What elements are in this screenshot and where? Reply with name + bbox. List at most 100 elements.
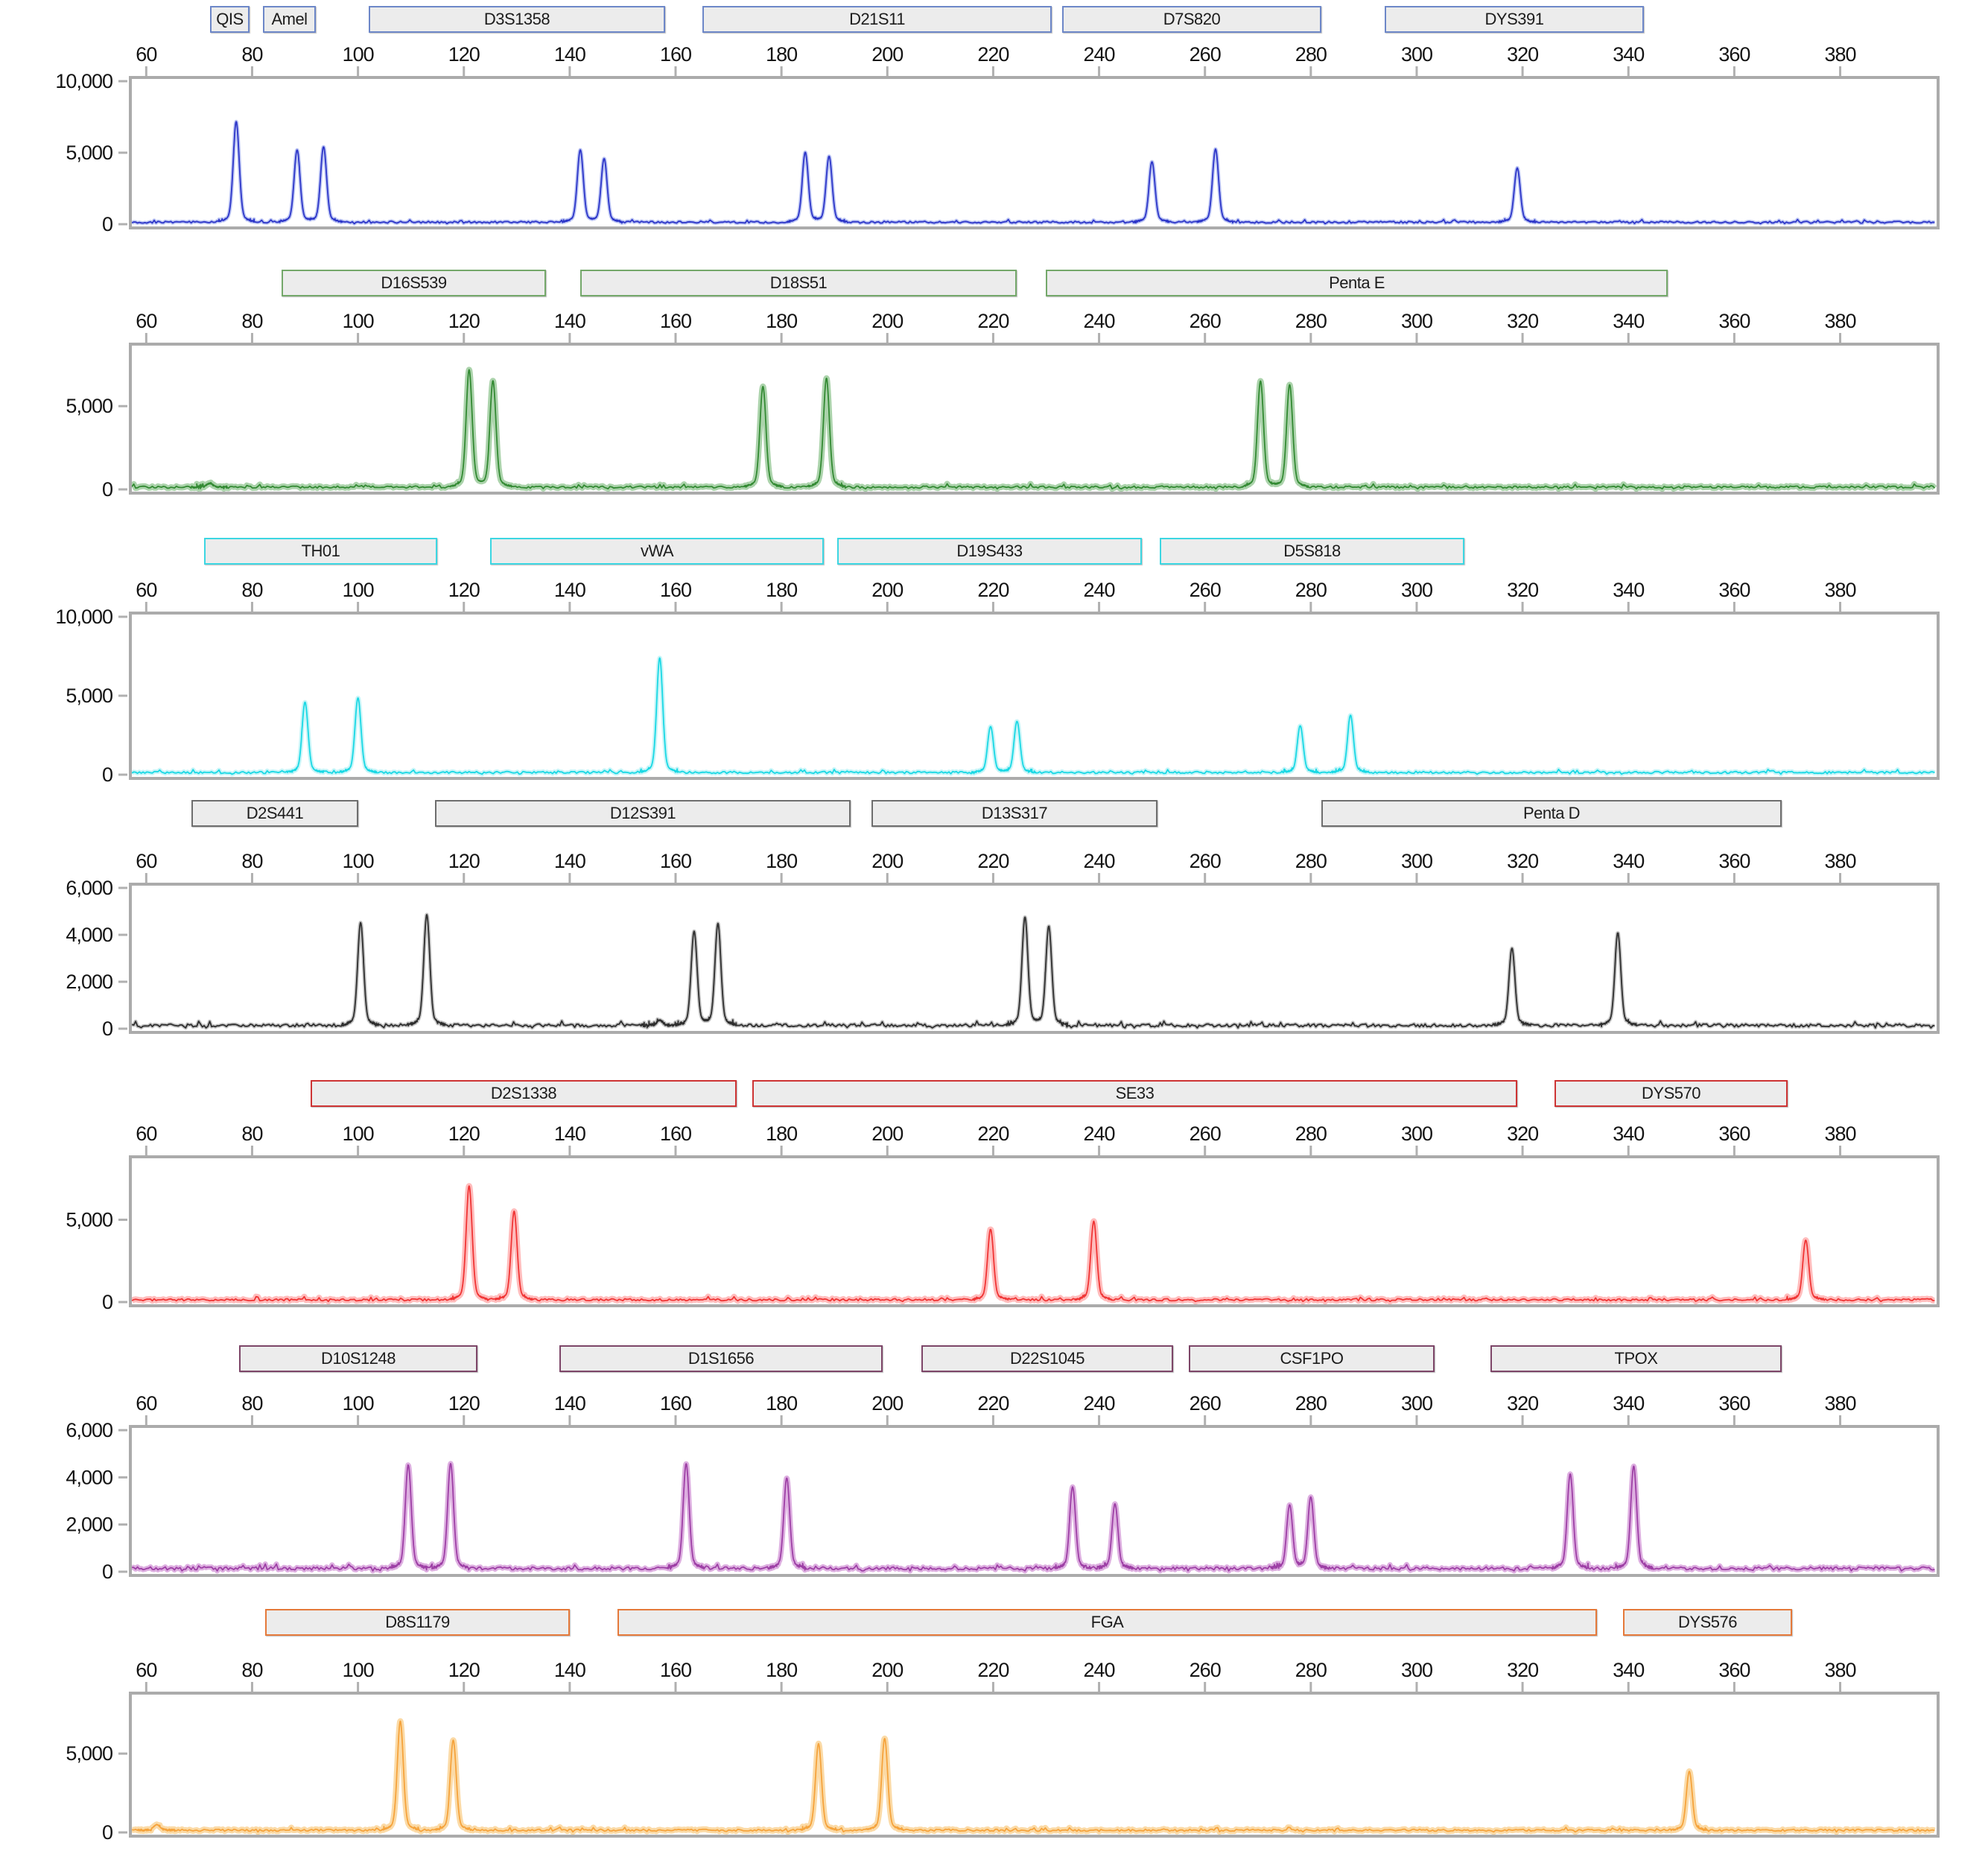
marker-label-D7S820: D7S820 bbox=[1062, 6, 1321, 33]
x-tick-label: 180 bbox=[766, 1392, 797, 1415]
x-tick-label: 240 bbox=[1084, 850, 1115, 872]
x-tick-label: 60 bbox=[136, 579, 156, 601]
x-tick-label: 360 bbox=[1718, 850, 1750, 872]
x-tick-label: 300 bbox=[1401, 1123, 1432, 1145]
x-tick-label: 340 bbox=[1613, 1123, 1644, 1145]
x-tick-label: 100 bbox=[343, 579, 374, 601]
trace-line-purple bbox=[132, 1462, 1935, 1572]
x-tick-label: 220 bbox=[977, 1392, 1009, 1415]
panel-blue: 60 80 100 120 140 160 180 200 220 240 260 280 300 320… bbox=[55, 43, 1940, 235]
x-tick-label: 240 bbox=[1084, 1659, 1115, 1681]
x-tick-label: 180 bbox=[766, 850, 797, 872]
marker-label-TH01: TH01 bbox=[204, 538, 437, 565]
plot-area bbox=[130, 77, 1938, 228]
y-tick-label: 0 bbox=[102, 1561, 112, 1583]
x-tick-label: 160 bbox=[660, 850, 691, 872]
x-tick-label: 100 bbox=[343, 1123, 374, 1145]
plot-area bbox=[130, 884, 1938, 1032]
y-tick-label: 5,000 bbox=[66, 395, 112, 417]
x-tick-label: 260 bbox=[1190, 1659, 1221, 1681]
x-tick-label: 140 bbox=[554, 1392, 585, 1415]
x-tick-label: 180 bbox=[766, 43, 797, 66]
x-tick-label: 320 bbox=[1507, 579, 1538, 601]
y-tick-label: 6,000 bbox=[66, 1419, 112, 1441]
x-tick-label: 220 bbox=[977, 310, 1009, 332]
plot-area bbox=[130, 1157, 1938, 1306]
plot-border bbox=[129, 612, 1940, 780]
x-tick-label: 360 bbox=[1718, 43, 1750, 66]
plot-border bbox=[129, 883, 1940, 1034]
x-tick-label: 80 bbox=[241, 310, 262, 332]
x-tick-label: 320 bbox=[1507, 1392, 1538, 1415]
marker-label-DYS391: DYS391 bbox=[1385, 6, 1644, 33]
x-tick-label: 180 bbox=[766, 1123, 797, 1145]
y-tick-label: 6,000 bbox=[66, 877, 112, 899]
x-tick-label: 300 bbox=[1401, 1392, 1432, 1415]
panel-orange: 60 80 100 120 140 160 180 200 220 240 260 280 300 320… bbox=[66, 1659, 1940, 1844]
x-tick-label: 300 bbox=[1401, 43, 1432, 66]
marker-label-D18S51: D18S51 bbox=[580, 270, 1017, 296]
x-tick-label: 320 bbox=[1507, 850, 1538, 872]
x-tick-label: 320 bbox=[1507, 1123, 1538, 1145]
x-tick-label: 220 bbox=[977, 579, 1009, 601]
plot-border bbox=[129, 1692, 1940, 1838]
x-tick-label: 260 bbox=[1190, 850, 1221, 872]
marker-label-D19S433: D19S433 bbox=[837, 538, 1142, 565]
x-tick-label: 60 bbox=[136, 850, 156, 872]
x-tick-label: 380 bbox=[1824, 1392, 1855, 1415]
y-tick-label: 0 bbox=[102, 764, 112, 786]
x-tick-label: 360 bbox=[1718, 1392, 1750, 1415]
y-tick-label: 5,000 bbox=[66, 1209, 112, 1231]
x-tick-label: 200 bbox=[871, 579, 903, 601]
marker-label-SE33: SE33 bbox=[752, 1080, 1517, 1107]
y-tick-label: 5,000 bbox=[66, 142, 112, 164]
x-tick-label: 340 bbox=[1613, 43, 1644, 66]
panel-red: 60 80 100 120 140 160 180 200 220 240 260 280 300 320… bbox=[66, 1123, 1940, 1313]
marker-label-D8S1179: D8S1179 bbox=[265, 1609, 570, 1636]
x-tick-label: 140 bbox=[554, 1123, 585, 1145]
y-tick-label: 5,000 bbox=[66, 685, 112, 707]
y-tick-label: 4,000 bbox=[66, 924, 112, 946]
x-tick-label: 220 bbox=[977, 1659, 1009, 1681]
x-tick-label: 160 bbox=[660, 1392, 691, 1415]
y-tick-label: 10,000 bbox=[55, 606, 112, 628]
x-tick-label: 220 bbox=[977, 1123, 1009, 1145]
x-tick-label: 60 bbox=[136, 310, 156, 332]
x-tick-label: 240 bbox=[1084, 1123, 1115, 1145]
marker-label-D3S1358: D3S1358 bbox=[369, 6, 665, 33]
trace-line-cyan bbox=[132, 657, 1935, 775]
plot-area bbox=[130, 613, 1938, 778]
plot-area bbox=[130, 344, 1938, 493]
x-tick-label: 320 bbox=[1507, 43, 1538, 66]
marker-label-D16S539: D16S539 bbox=[282, 270, 546, 296]
x-tick-label: 100 bbox=[343, 1659, 374, 1681]
plot-border bbox=[129, 343, 1940, 495]
x-tick-label: 80 bbox=[241, 579, 262, 601]
x-tick-label: 160 bbox=[660, 579, 691, 601]
marker-label-D21S11: D21S11 bbox=[702, 6, 1052, 33]
x-tick-label: 180 bbox=[766, 579, 797, 601]
marker-label-QIS: QIS bbox=[210, 6, 250, 33]
x-tick-label: 200 bbox=[871, 1123, 903, 1145]
x-tick-label: 280 bbox=[1295, 1123, 1327, 1145]
x-tick-label: 80 bbox=[241, 1659, 262, 1681]
x-tick-label: 360 bbox=[1718, 1659, 1750, 1681]
x-tick-label: 100 bbox=[343, 1392, 374, 1415]
x-tick-label: 60 bbox=[136, 1659, 156, 1681]
y-tick-label: 2,000 bbox=[66, 971, 112, 993]
trace-line-black bbox=[132, 914, 1935, 1029]
x-tick-label: 320 bbox=[1507, 1659, 1538, 1681]
x-tick-label: 100 bbox=[343, 310, 374, 332]
x-tick-label: 160 bbox=[660, 310, 691, 332]
marker-label-FGA: FGA bbox=[617, 1609, 1597, 1636]
marker-label-Amel: Amel bbox=[263, 6, 316, 33]
marker-label-D10S1248: D10S1248 bbox=[239, 1345, 477, 1372]
x-tick-label: 80 bbox=[241, 1392, 262, 1415]
x-tick-label: 160 bbox=[660, 1659, 691, 1681]
x-tick-label: 160 bbox=[660, 43, 691, 66]
x-tick-label: 120 bbox=[448, 43, 480, 66]
x-tick-label: 60 bbox=[136, 43, 156, 66]
plot-area bbox=[130, 1693, 1938, 1836]
panel-purple: 60 80 100 120 140 160 180 200 220 240 260 280 300 320… bbox=[66, 1392, 1940, 1583]
